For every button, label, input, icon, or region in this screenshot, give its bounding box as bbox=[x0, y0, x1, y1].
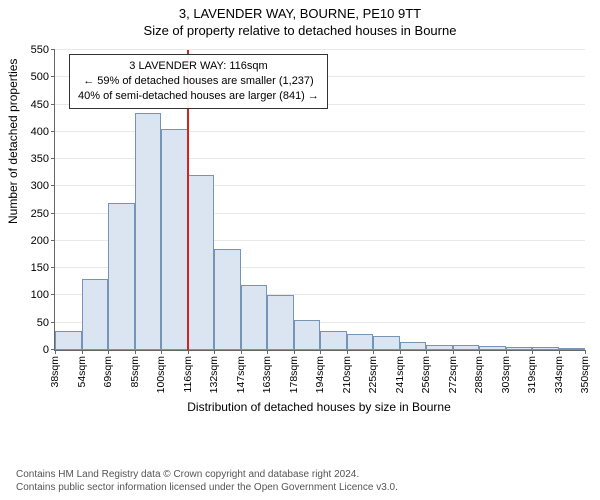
y-tick-label: 500 bbox=[31, 71, 49, 83]
y-tick-label: 350 bbox=[31, 153, 49, 165]
attribution-footer: Contains HM Land Registry data © Crown c… bbox=[16, 468, 398, 494]
histogram-bar bbox=[426, 345, 453, 350]
y-tick-mark bbox=[51, 213, 55, 214]
x-tick-label: 116sqm bbox=[182, 356, 194, 393]
histogram-bar bbox=[400, 342, 427, 350]
x-tick-label: 334sqm bbox=[553, 356, 565, 393]
x-tick-mark bbox=[320, 350, 321, 354]
x-tick-mark bbox=[267, 350, 268, 354]
histogram-bar bbox=[373, 336, 400, 350]
y-tick-label: 50 bbox=[37, 317, 49, 329]
y-tick-mark bbox=[51, 158, 55, 159]
y-tick-mark bbox=[51, 185, 55, 186]
x-tick-mark bbox=[82, 350, 83, 354]
footer-line-2: Contains public sector information licen… bbox=[16, 481, 398, 494]
histogram-bar bbox=[188, 175, 215, 350]
histogram-bar bbox=[267, 295, 294, 350]
histogram-bar bbox=[55, 331, 82, 350]
y-tick-mark bbox=[51, 267, 55, 268]
y-axis-label: Number of detached properties bbox=[6, 59, 20, 224]
histogram-bar bbox=[559, 348, 586, 350]
y-tick-label: 450 bbox=[31, 99, 49, 111]
x-tick-label: 178sqm bbox=[288, 356, 300, 393]
x-tick-label: 303sqm bbox=[500, 356, 512, 393]
y-tick-mark bbox=[51, 76, 55, 77]
y-tick-mark bbox=[51, 294, 55, 295]
y-tick-mark bbox=[51, 49, 55, 50]
x-tick-label: 256sqm bbox=[420, 356, 432, 393]
histogram-bar bbox=[320, 331, 347, 350]
footer-line-1: Contains HM Land Registry data © Crown c… bbox=[16, 468, 398, 481]
x-tick-label: 54sqm bbox=[76, 356, 88, 388]
histogram-bar bbox=[294, 320, 321, 350]
gridline bbox=[55, 49, 585, 50]
page-address-title: 3, LAVENDER WAY, BOURNE, PE10 9TT bbox=[0, 0, 600, 21]
x-tick-mark bbox=[506, 350, 507, 354]
property-info-box: 3 LAVENDER WAY: 116sqm ← 59% of detached… bbox=[69, 54, 328, 109]
y-tick-label: 200 bbox=[31, 235, 49, 247]
x-tick-mark bbox=[373, 350, 374, 354]
x-tick-mark bbox=[294, 350, 295, 354]
histogram-bar bbox=[506, 347, 533, 350]
histogram-bar bbox=[214, 249, 241, 350]
page-subtitle: Size of property relative to detached ho… bbox=[0, 21, 600, 38]
x-tick-mark bbox=[214, 350, 215, 354]
y-tick-label: 300 bbox=[31, 180, 49, 192]
y-tick-mark bbox=[51, 240, 55, 241]
y-tick-label: 0 bbox=[43, 344, 49, 356]
histogram-bar bbox=[479, 346, 506, 350]
histogram-bar bbox=[453, 345, 480, 350]
chart-container: Number of detached properties 0501001502… bbox=[0, 44, 600, 424]
x-tick-label: 100sqm bbox=[155, 356, 167, 393]
histogram-bar bbox=[135, 113, 162, 350]
x-tick-mark bbox=[347, 350, 348, 354]
y-tick-label: 550 bbox=[31, 44, 49, 56]
x-tick-mark bbox=[161, 350, 162, 354]
x-tick-mark bbox=[532, 350, 533, 354]
x-tick-label: 288sqm bbox=[473, 356, 485, 393]
y-tick-label: 400 bbox=[31, 126, 49, 138]
histogram-bar bbox=[532, 347, 559, 350]
x-tick-label: 194sqm bbox=[314, 356, 326, 393]
x-tick-label: 147sqm bbox=[235, 356, 247, 393]
histogram-bar bbox=[347, 334, 374, 350]
x-tick-label: 163sqm bbox=[261, 356, 273, 393]
x-tick-mark bbox=[108, 350, 109, 354]
y-tick-label: 150 bbox=[31, 262, 49, 274]
info-line-larger: 40% of semi-detached houses are larger (… bbox=[78, 89, 319, 104]
x-tick-mark bbox=[135, 350, 136, 354]
histogram-bar bbox=[241, 285, 268, 350]
x-tick-label: 69sqm bbox=[102, 356, 114, 388]
x-tick-label: 38sqm bbox=[49, 356, 61, 388]
x-tick-label: 319sqm bbox=[526, 356, 538, 393]
x-tick-mark bbox=[479, 350, 480, 354]
info-line-smaller: ← 59% of detached houses are smaller (1,… bbox=[78, 74, 319, 89]
x-tick-label: 350sqm bbox=[579, 356, 591, 393]
plot-area: 05010015020025030035040045050055038sqm54… bbox=[54, 50, 585, 351]
info-line-size: 3 LAVENDER WAY: 116sqm bbox=[78, 59, 319, 74]
y-tick-label: 100 bbox=[31, 289, 49, 301]
y-tick-mark bbox=[51, 104, 55, 105]
histogram-bar bbox=[108, 203, 135, 350]
x-tick-label: 272sqm bbox=[447, 356, 459, 393]
x-tick-label: 132sqm bbox=[208, 356, 220, 393]
x-tick-mark bbox=[585, 350, 586, 354]
x-tick-mark bbox=[559, 350, 560, 354]
y-tick-mark bbox=[51, 131, 55, 132]
x-tick-mark bbox=[188, 350, 189, 354]
histogram-bar bbox=[161, 129, 188, 350]
x-tick-mark bbox=[400, 350, 401, 354]
x-tick-mark bbox=[453, 350, 454, 354]
x-tick-label: 225sqm bbox=[367, 356, 379, 393]
x-tick-label: 210sqm bbox=[341, 356, 353, 393]
x-tick-mark bbox=[426, 350, 427, 354]
x-tick-mark bbox=[55, 350, 56, 354]
y-tick-mark bbox=[51, 322, 55, 323]
x-tick-label: 241sqm bbox=[394, 356, 406, 393]
y-tick-label: 250 bbox=[31, 208, 49, 220]
x-axis-label: Distribution of detached houses by size … bbox=[54, 400, 584, 414]
x-tick-label: 85sqm bbox=[129, 356, 141, 388]
x-tick-mark bbox=[241, 350, 242, 354]
histogram-bar bbox=[82, 279, 109, 350]
